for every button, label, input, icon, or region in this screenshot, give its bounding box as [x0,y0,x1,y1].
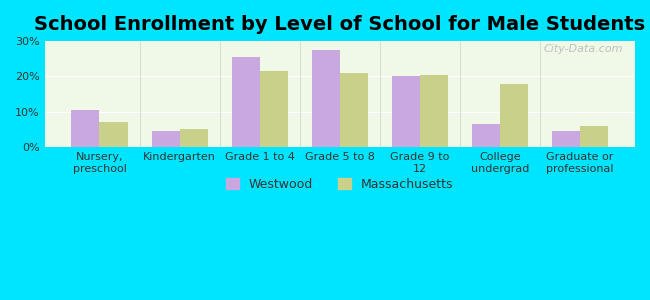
Bar [472,124,500,147]
Title: School Enrollment by Level of School for Male Students: School Enrollment by Level of School for… [34,15,645,34]
Bar [420,75,448,147]
Bar [312,50,340,147]
Legend: Westwood, Massachusetts: Westwood, Massachusetts [222,173,458,196]
Bar [179,130,207,147]
Bar [392,76,420,147]
Bar [580,126,608,147]
Text: City-Data.com: City-Data.com [543,44,623,54]
Bar [99,122,127,147]
Bar [500,83,528,147]
Bar [231,57,260,147]
Bar [260,71,288,147]
Bar [340,73,368,147]
Bar [552,131,580,147]
Bar [72,110,99,147]
Bar [151,131,179,147]
